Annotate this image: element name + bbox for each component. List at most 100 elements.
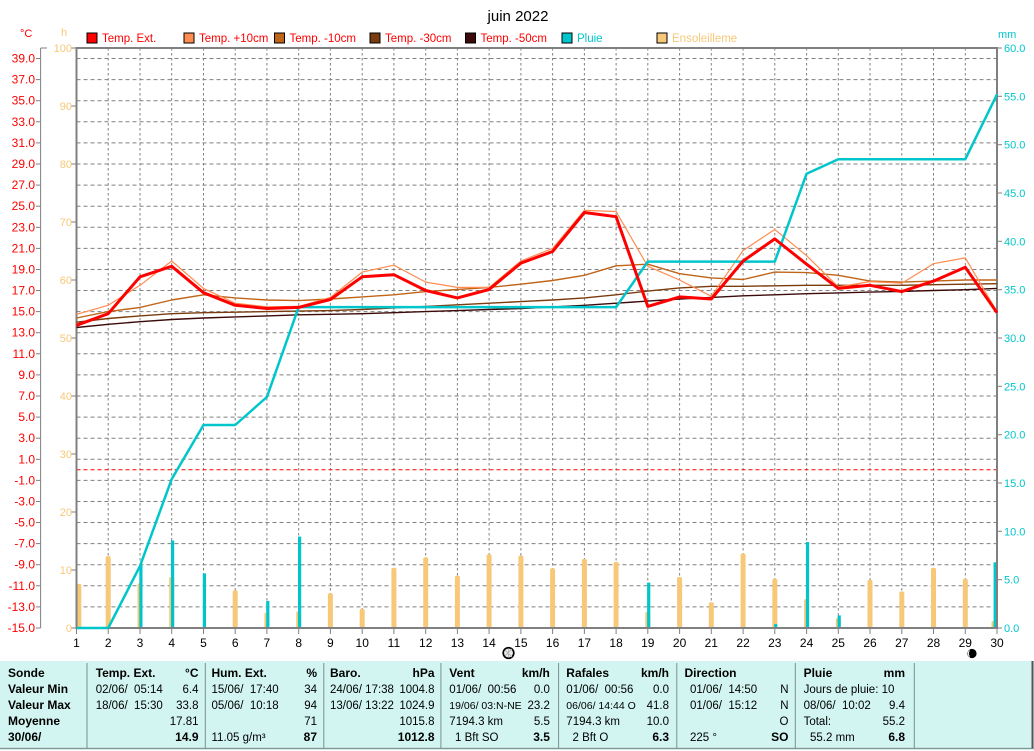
svg-text:34: 34 [304, 684, 317, 696]
svg-text:25.0: 25.0 [1004, 381, 1025, 393]
svg-text:27: 27 [895, 636, 909, 650]
svg-text:10: 10 [60, 565, 72, 577]
svg-text:15: 15 [514, 636, 528, 650]
svg-text:°C: °C [185, 666, 199, 680]
svg-text:Temp. -30cm: Temp. -30cm [385, 33, 451, 45]
svg-text:km/h: km/h [641, 666, 669, 680]
svg-text:Temp. -50cm: Temp. -50cm [481, 33, 547, 45]
svg-text:N: N [780, 684, 788, 696]
svg-text:Vent: Vent [449, 666, 474, 680]
svg-text:60.0: 60.0 [1004, 43, 1025, 55]
svg-text:5.0: 5.0 [18, 410, 35, 424]
svg-text:7194.3 km: 7194.3 km [449, 716, 503, 728]
svg-text:Sonde: Sonde [8, 666, 45, 680]
svg-text:30: 30 [60, 449, 72, 461]
svg-text:08/06/ 10:02: 08/06/ 10:02 [804, 700, 871, 712]
svg-text:1004.8: 1004.8 [399, 684, 434, 696]
svg-text:7194.3 km: 7194.3 km [566, 716, 620, 728]
svg-text:29: 29 [959, 636, 973, 650]
svg-text:km/h: km/h [522, 666, 550, 680]
svg-text:6.8: 6.8 [888, 730, 905, 744]
svg-text:Baro.: Baro. [330, 666, 361, 680]
svg-text:4: 4 [168, 636, 175, 650]
svg-text:24: 24 [800, 636, 814, 650]
svg-text:15/06/ 17:40: 15/06/ 17:40 [212, 684, 279, 696]
svg-text:94: 94 [304, 700, 317, 712]
svg-text:-1.0: -1.0 [14, 473, 35, 487]
svg-text:12: 12 [419, 636, 433, 650]
svg-text:11.0: 11.0 [13, 347, 36, 361]
svg-text:06/06/ 14:44 O: 06/06/ 14:44 O [566, 700, 635, 712]
svg-text:mm: mm [998, 29, 1016, 41]
svg-text:19.0: 19.0 [12, 263, 36, 277]
svg-text:N: N [780, 700, 788, 712]
svg-text:-5.0: -5.0 [14, 516, 35, 530]
svg-text:3: 3 [137, 636, 144, 650]
svg-text:0.0: 0.0 [1004, 623, 1019, 635]
svg-text:6: 6 [232, 636, 239, 650]
svg-text:5: 5 [200, 636, 207, 650]
svg-text:30/06/: 30/06/ [8, 730, 42, 744]
svg-text:02/06/ 05:14: 02/06/ 05:14 [96, 684, 164, 696]
svg-text:10: 10 [356, 636, 370, 650]
svg-text:9: 9 [327, 636, 334, 650]
svg-text:35.0: 35.0 [12, 94, 36, 108]
svg-text:9.0: 9.0 [18, 368, 35, 382]
svg-text:16: 16 [546, 636, 560, 650]
svg-text:O: O [780, 716, 789, 728]
svg-text:°C: °C [20, 28, 32, 40]
svg-text:3.5: 3.5 [533, 730, 550, 744]
svg-text:27.0: 27.0 [12, 178, 36, 192]
svg-text:21: 21 [705, 636, 719, 650]
svg-text:17: 17 [578, 636, 592, 650]
svg-text:23.2: 23.2 [528, 700, 550, 712]
svg-text:8: 8 [295, 636, 302, 650]
svg-text:225 °: 225 ° [690, 732, 717, 744]
svg-text:h: h [61, 27, 67, 39]
svg-text:Hum. Ext.: Hum. Ext. [212, 666, 267, 680]
svg-text:Pluie: Pluie [577, 33, 603, 45]
svg-text:33.0: 33.0 [12, 115, 36, 129]
svg-text:1024.9: 1024.9 [399, 700, 434, 712]
svg-text:41.8: 41.8 [647, 700, 669, 712]
svg-text:15.0: 15.0 [1004, 478, 1025, 490]
svg-text:Direction: Direction [685, 666, 737, 680]
svg-text:25.0: 25.0 [12, 199, 36, 213]
svg-text:55.0: 55.0 [1004, 91, 1025, 103]
svg-text:9.4: 9.4 [889, 700, 906, 712]
svg-text:60: 60 [60, 275, 72, 287]
svg-text:18: 18 [609, 636, 623, 650]
svg-text:17.81: 17.81 [170, 716, 199, 728]
svg-text:hPa: hPa [412, 666, 434, 680]
svg-text:Moyenne: Moyenne [8, 714, 60, 728]
svg-text:01/06/ 15:12: 01/06/ 15:12 [690, 700, 757, 712]
svg-text:2 Bft O: 2 Bft O [573, 732, 609, 744]
svg-text:-13.0: -13.0 [8, 600, 36, 614]
svg-text:55.2 mm: 55.2 mm [810, 732, 855, 744]
svg-text:26: 26 [863, 636, 877, 650]
svg-text:15.0: 15.0 [12, 305, 36, 319]
svg-text:1: 1 [73, 636, 80, 650]
svg-text:6.4: 6.4 [183, 684, 200, 696]
svg-text:5.0: 5.0 [1004, 575, 1019, 587]
svg-text:7: 7 [264, 636, 271, 650]
svg-text:14.9: 14.9 [175, 730, 199, 744]
svg-text:28: 28 [927, 636, 941, 650]
svg-text:Temp. Ext.: Temp. Ext. [96, 666, 156, 680]
svg-text:0.0: 0.0 [653, 684, 669, 696]
svg-text:71: 71 [304, 716, 317, 728]
svg-text:Temp. -10cm: Temp. -10cm [290, 33, 356, 45]
svg-text:37.0: 37.0 [12, 73, 36, 87]
svg-text:Rafales: Rafales [566, 666, 609, 680]
svg-text:10.0: 10.0 [647, 716, 669, 728]
svg-text:Valeur Max: Valeur Max [8, 698, 71, 712]
svg-text:-3.0: -3.0 [14, 495, 35, 509]
svg-text:13/06/ 13:22: 13/06/ 13:22 [330, 700, 394, 712]
svg-text:30: 30 [990, 636, 1004, 650]
svg-text:13.0: 13.0 [12, 326, 36, 340]
svg-text:29.0: 29.0 [12, 157, 36, 171]
svg-text:90: 90 [60, 101, 72, 113]
svg-text:35.0: 35.0 [1004, 285, 1025, 297]
svg-text:23: 23 [768, 636, 782, 650]
svg-text:7.0: 7.0 [18, 389, 35, 403]
